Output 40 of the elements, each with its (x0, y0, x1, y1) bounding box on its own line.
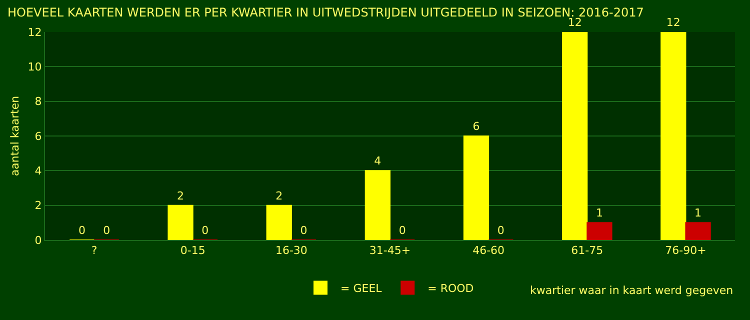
x-tick-label: 76-90+ (665, 244, 706, 258)
bar (685, 222, 711, 240)
data-label: 12 (568, 16, 582, 29)
x-tick-label: 16-30 (275, 244, 308, 258)
data-label: 0 (300, 224, 308, 237)
x-tick-label: 46-60 (472, 244, 505, 258)
data-label: 1 (596, 206, 603, 220)
y-tick-label: 6 (34, 130, 42, 143)
x-tick-label: 31-45+ (369, 244, 411, 258)
y-tick-label: 8 (34, 95, 42, 108)
data-label: 2 (276, 189, 283, 202)
bar (660, 32, 686, 240)
data-label: 4 (374, 154, 382, 168)
x-axis-title: kwartier waar in kaart werd gegeven (530, 284, 734, 297)
y-tick-label: 12 (28, 26, 42, 39)
data-label: 0 (78, 224, 86, 237)
bar (586, 222, 612, 240)
legend-label: = ROOD (428, 282, 474, 296)
y-tick-label: 0 (34, 234, 42, 247)
data-label: 0 (103, 224, 110, 237)
data-label: 2 (177, 189, 184, 202)
legend-label: = GEEL (340, 282, 383, 296)
bar (266, 204, 292, 240)
data-label: 1 (694, 206, 702, 220)
bar (168, 204, 194, 240)
bar (562, 32, 588, 240)
bar (463, 136, 490, 240)
y-tick-label: 10 (28, 60, 42, 74)
y-tick-label: 2 (34, 199, 42, 212)
data-label: 0 (497, 224, 504, 237)
data-label: 0 (202, 224, 209, 237)
data-label: 6 (472, 120, 480, 133)
x-tick-label: ? (91, 244, 98, 258)
y-tick-label: 4 (34, 164, 42, 178)
x-tick-label: 61-75 (571, 244, 604, 258)
data-label: 0 (398, 224, 406, 237)
bar (364, 170, 390, 240)
x-tick-label: 0-15 (180, 244, 206, 258)
data-label: 12 (666, 16, 680, 29)
y-axis-title: aantal kaarten (8, 96, 22, 176)
